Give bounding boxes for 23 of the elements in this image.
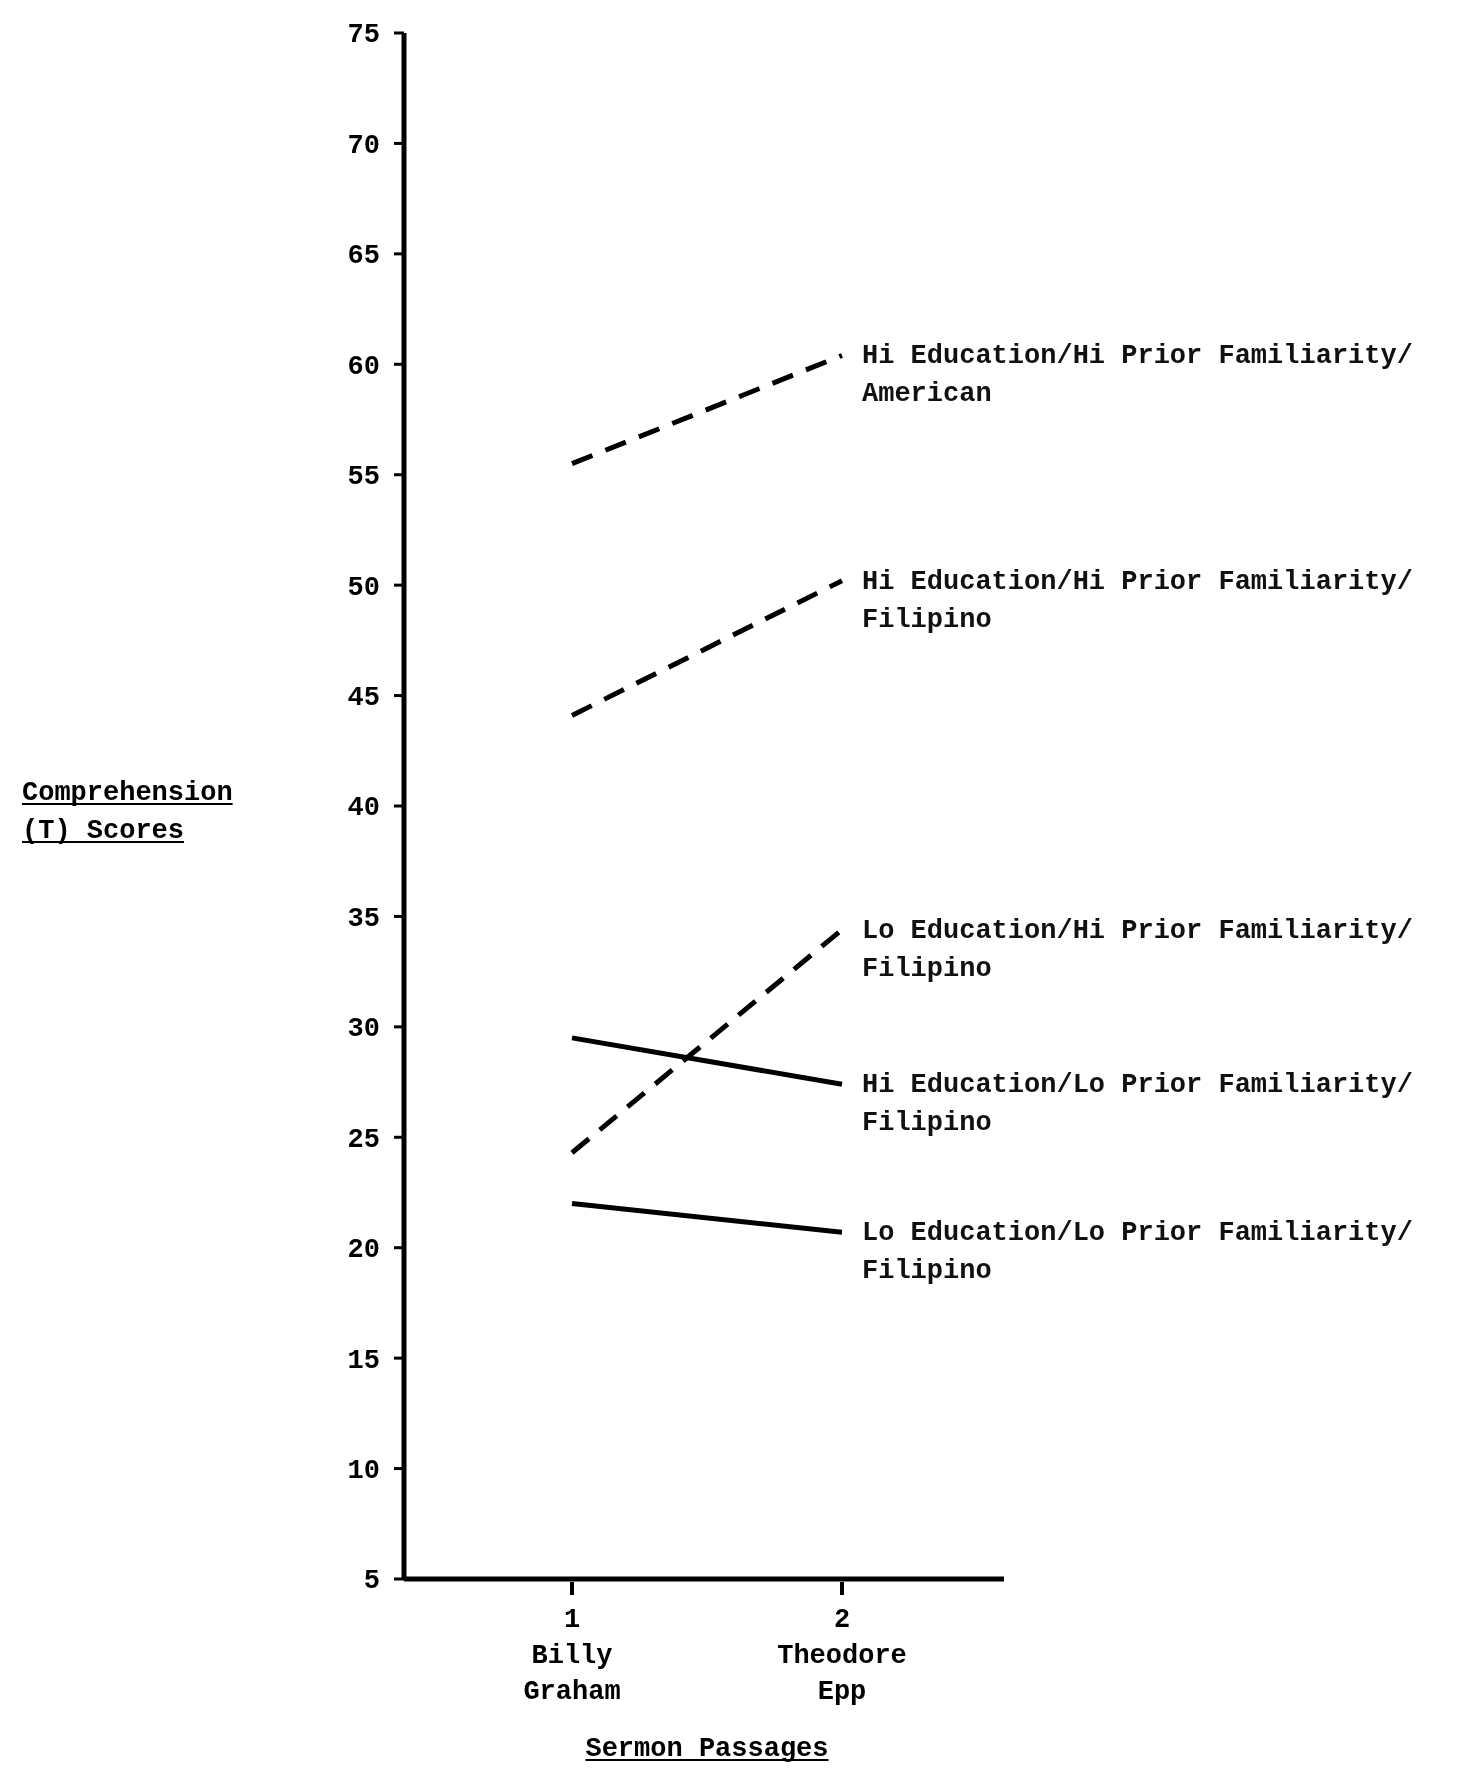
- y-tick-label: 30: [347, 1014, 380, 1045]
- y-tick-label: 15: [347, 1345, 380, 1376]
- y-tick-label: 75: [347, 20, 380, 51]
- y-tick-label: 70: [347, 130, 380, 161]
- y-tick-label: 10: [347, 1456, 380, 1487]
- y-tick-label: 45: [347, 683, 380, 714]
- y-tick-label: 5: [363, 1566, 380, 1597]
- series-label: Lo Education/Hi Prior Familiarity/ Filipino: [862, 915, 1413, 984]
- series-label: Hi Education/Hi Prior Familiarity/ Filipino: [862, 566, 1413, 635]
- series-label: Hi Education/Hi Prior Familiarity/ American: [862, 341, 1413, 410]
- x-tick-label: 2 Theodore Epp: [777, 1605, 907, 1707]
- x-tick-label: 1 Billy Graham: [523, 1605, 621, 1707]
- y-tick-label: 25: [347, 1124, 380, 1155]
- y-tick-label: 20: [347, 1235, 380, 1266]
- series-label: Lo Education/Lo Prior Familiarity/ Filipino: [862, 1218, 1413, 1287]
- y-tick-label: 65: [347, 241, 380, 272]
- y-tick-label: 40: [347, 793, 380, 824]
- y-tick-label: 55: [347, 462, 380, 493]
- x-axis-title: Sermon Passages: [585, 1734, 829, 1764]
- series-label: Hi Education/Lo Prior Familiarity/ Filipino: [862, 1070, 1413, 1139]
- y-tick-label: 50: [347, 572, 380, 603]
- y-tick-label: 35: [347, 903, 380, 934]
- y-tick-label: 60: [347, 351, 380, 382]
